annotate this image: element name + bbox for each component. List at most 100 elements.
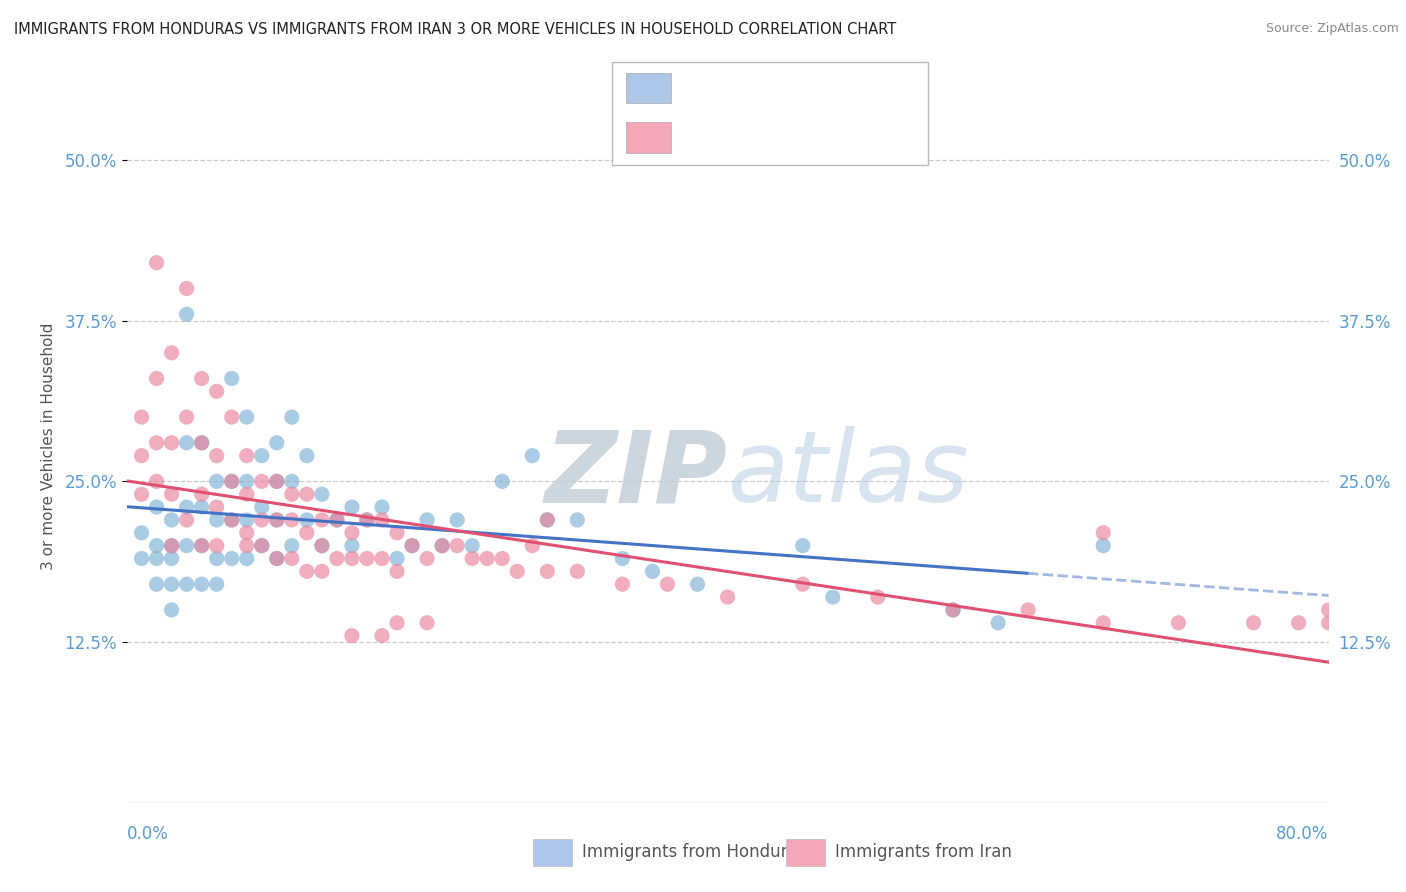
Point [266,475,288,489]
Point [221,551,243,566]
Point [160,435,183,450]
Point [145,539,167,553]
Point [326,551,349,566]
Text: atlas: atlas [728,426,969,523]
Point [1092,615,1115,630]
Text: Immigrants from Honduras: Immigrants from Honduras [582,843,807,861]
Point [792,577,814,591]
Point [235,410,259,425]
Point [716,590,740,604]
Point [1317,603,1340,617]
Point [356,513,378,527]
Point [461,539,484,553]
Point [205,475,228,489]
Point [522,539,544,553]
Point [612,577,634,591]
Point [221,475,243,489]
Point [430,539,453,553]
Point [190,539,212,553]
Point [567,565,589,579]
Point [311,487,333,501]
Point [190,539,212,553]
Point [311,539,333,553]
Point [235,539,259,553]
Point [205,551,228,566]
Point [190,435,212,450]
Y-axis label: 3 or more Vehicles in Household: 3 or more Vehicles in Household [41,322,56,570]
Point [205,500,228,514]
Point [176,410,198,425]
Point [235,449,259,463]
Point [250,539,273,553]
Point [160,551,183,566]
Point [491,551,513,566]
Point [385,551,408,566]
Point [131,487,153,501]
Point [340,551,363,566]
Text: R = −0.106  N = 84: R = −0.106 N = 84 [682,128,848,146]
Point [160,577,183,591]
Point [416,513,439,527]
Point [131,410,153,425]
Point [385,615,408,630]
Point [235,475,259,489]
Point [371,629,394,643]
Point [567,513,589,527]
Point [145,371,167,385]
Point [311,513,333,527]
Point [416,551,439,566]
Point [416,615,439,630]
Point [371,513,394,527]
Point [145,435,167,450]
Point [311,539,333,553]
Point [221,371,243,385]
Point [205,449,228,463]
Point [205,539,228,553]
Point [326,513,349,527]
Point [266,513,288,527]
Text: ZIP: ZIP [544,426,728,523]
Point [131,551,153,566]
Text: Source: ZipAtlas.com: Source: ZipAtlas.com [1265,22,1399,36]
Point [176,500,198,514]
Point [401,539,423,553]
Point [190,500,212,514]
Point [536,513,558,527]
Point [686,577,709,591]
Point [281,410,304,425]
Point [340,525,363,540]
Point [1167,615,1189,630]
Point [221,475,243,489]
Point [266,435,288,450]
Point [371,500,394,514]
Point [190,435,212,450]
Point [250,500,273,514]
Point [131,525,153,540]
Point [250,475,273,489]
Point [295,565,318,579]
Point [792,539,814,553]
Point [145,577,167,591]
Point [446,539,468,553]
Point [657,577,679,591]
Point [190,577,212,591]
Point [160,539,183,553]
Point [506,565,529,579]
Point [536,565,558,579]
Point [356,551,378,566]
Point [250,449,273,463]
Point [641,565,664,579]
Point [176,513,198,527]
Point [866,590,889,604]
Point [266,513,288,527]
Point [235,525,259,540]
Point [340,629,363,643]
Point [176,281,198,295]
Point [491,475,513,489]
Point [235,487,259,501]
Point [1017,603,1039,617]
Point [385,565,408,579]
Point [190,371,212,385]
Point [190,487,212,501]
Point [371,551,394,566]
